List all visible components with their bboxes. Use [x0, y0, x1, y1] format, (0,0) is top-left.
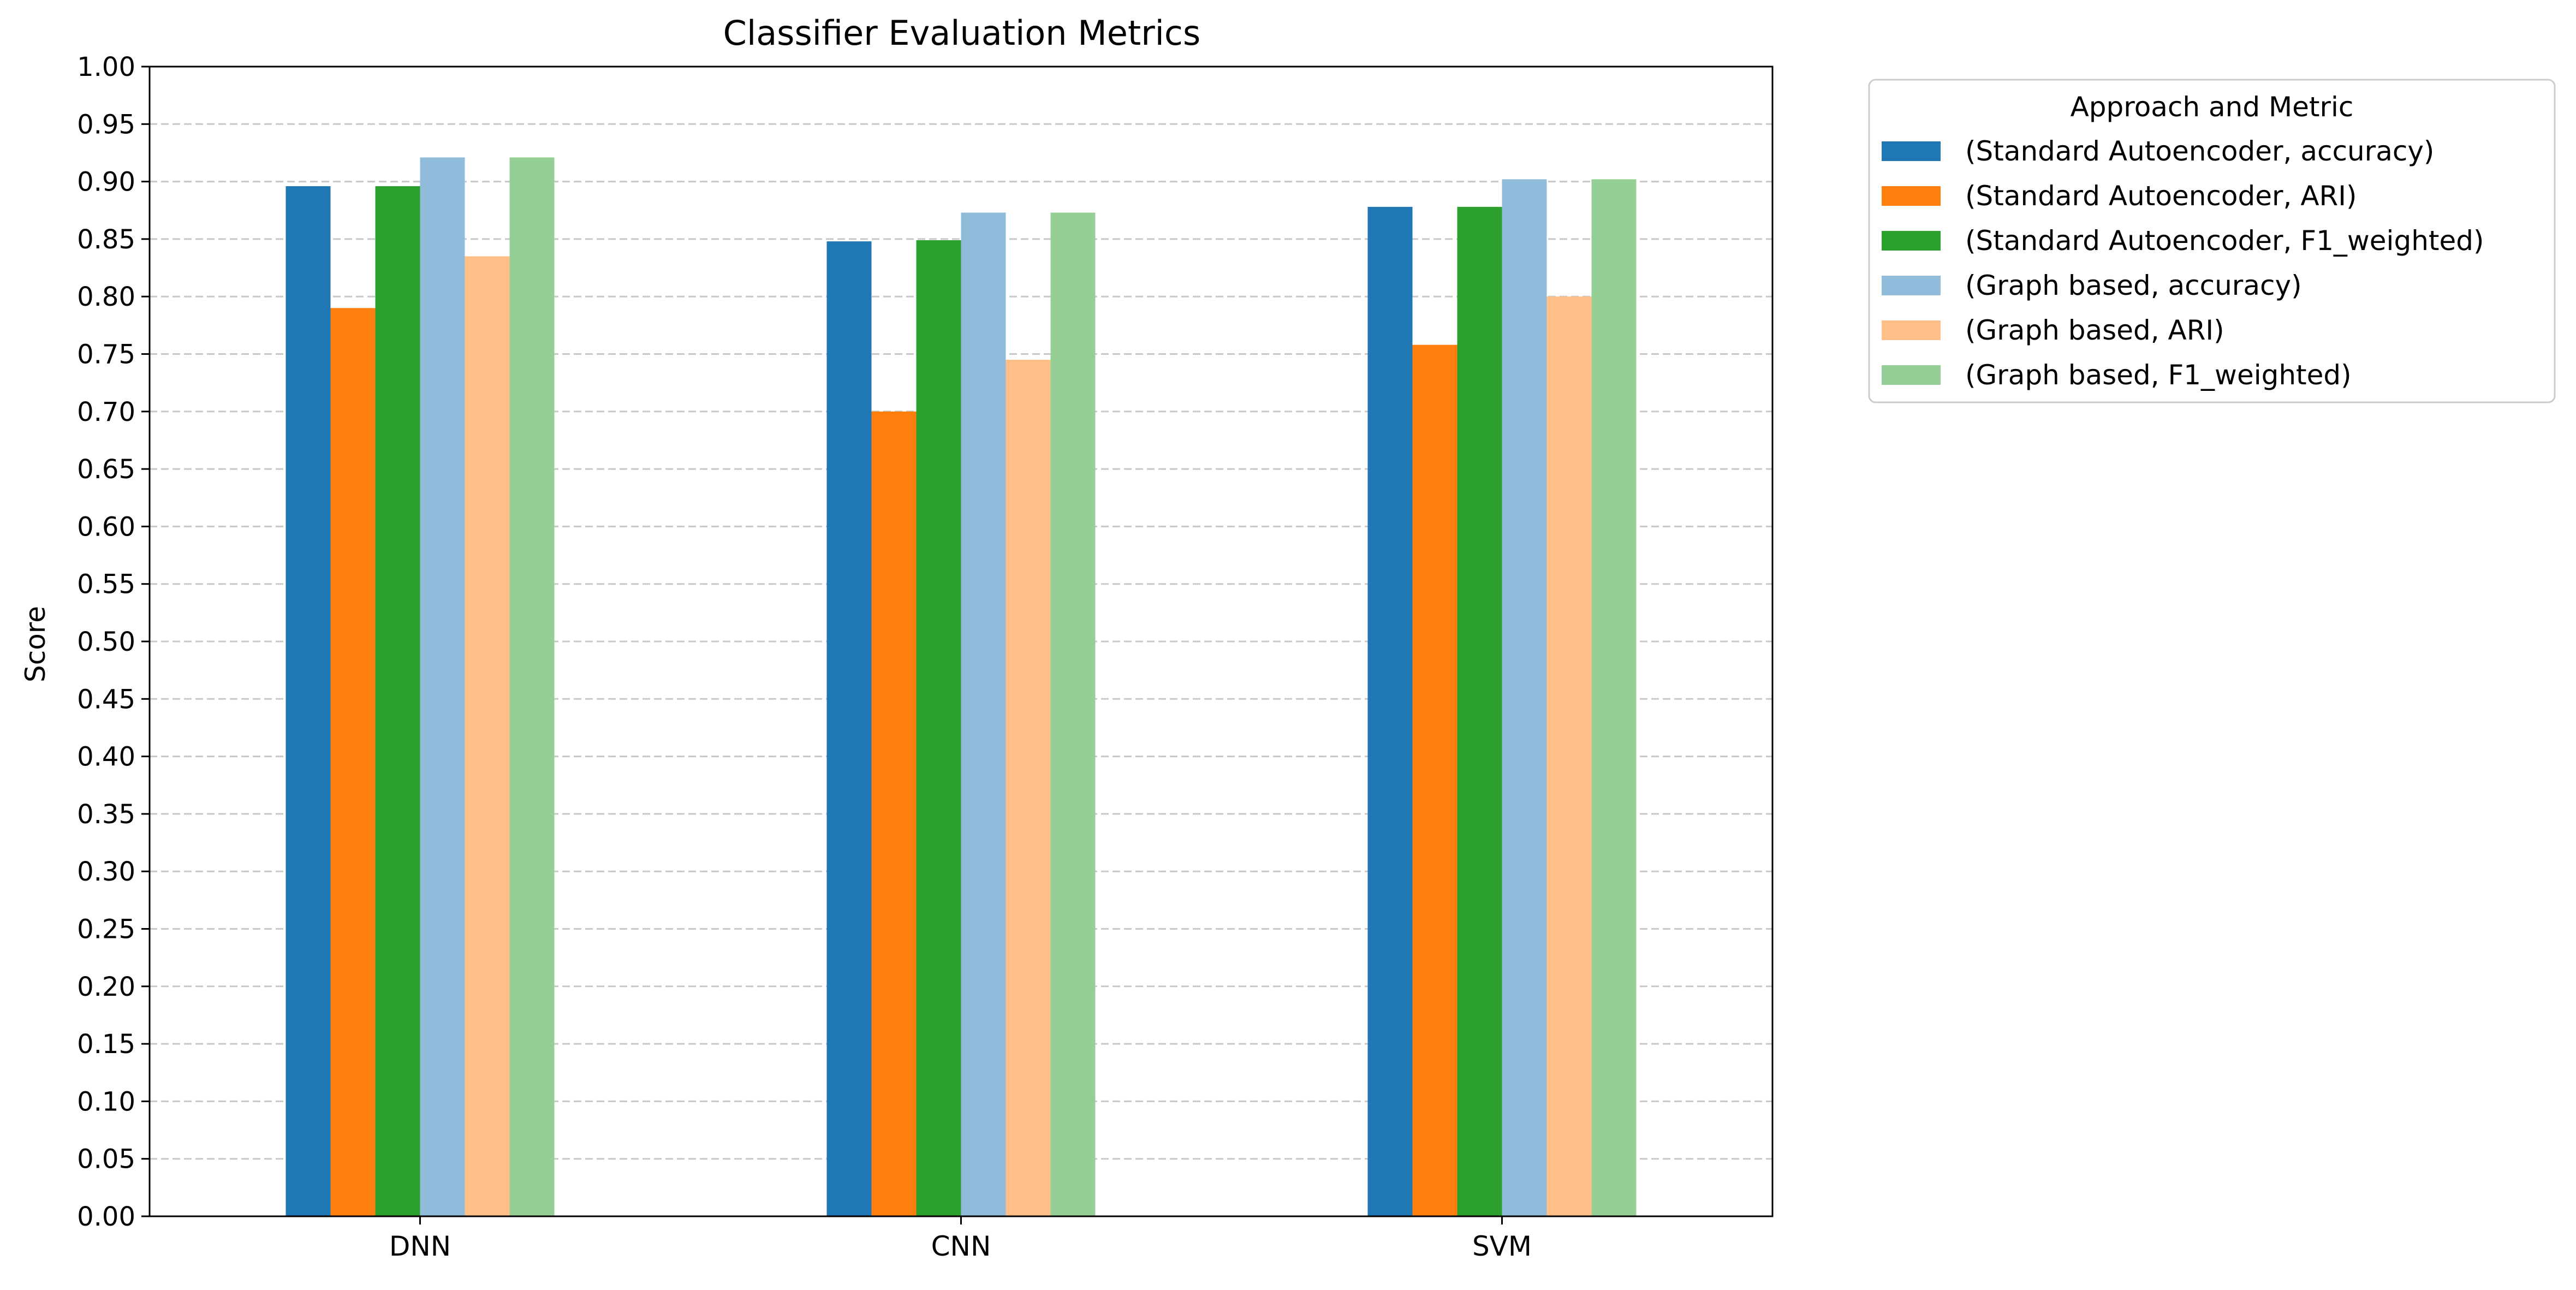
y-axis-label: Score	[20, 606, 51, 682]
y-tick-label: 0.55	[77, 569, 135, 600]
legend-swatch	[1882, 141, 1941, 161]
bar	[375, 186, 420, 1217]
legend-label: (Standard Autoencoder, ARI)	[1965, 180, 2357, 212]
y-tick-label: 0.70	[77, 397, 135, 427]
bar	[1412, 344, 1457, 1216]
legend-label: (Standard Autoencoder, accuracy)	[1965, 135, 2434, 167]
y-tick-label: 0.30	[77, 857, 135, 887]
bar	[465, 256, 510, 1216]
y-tick-label: 0.15	[77, 1029, 135, 1060]
legend-swatch	[1882, 276, 1941, 295]
legend-label: (Graph based, accuracy)	[1965, 270, 2302, 301]
y-tick-label: 0.85	[77, 224, 135, 255]
y-tick-label: 0.45	[77, 684, 135, 715]
y-tick-label: 0.40	[77, 742, 135, 772]
legend-label: (Graph based, F1_weighted)	[1965, 359, 2352, 391]
bar	[1006, 360, 1051, 1216]
legend-swatch	[1882, 365, 1941, 385]
x-ticks: DNN CNN SVM	[389, 1216, 1532, 1262]
bar	[1457, 206, 1502, 1216]
bar	[961, 212, 1006, 1216]
bar	[420, 157, 465, 1216]
legend-frame	[1868, 79, 2556, 403]
bar	[871, 411, 917, 1216]
x-tick-label: DNN	[389, 1230, 451, 1262]
y-tick-label: 0.10	[77, 1086, 135, 1117]
bar	[509, 157, 555, 1216]
y-tick-label: 0.50	[77, 627, 135, 657]
bar	[1050, 212, 1096, 1216]
y-tick-label: 0.75	[77, 340, 135, 370]
y-tick-label: 0.20	[77, 972, 135, 1002]
bar	[1367, 206, 1413, 1216]
legend-title: Approach and Metric	[2071, 91, 2354, 123]
x-tick-label: CNN	[931, 1230, 991, 1262]
bar	[285, 186, 331, 1217]
y-ticks: 0.00 0.05 0.10 0.15 0.20 0.25 0.30 0.35 0.40 0.45…	[77, 52, 150, 1232]
y-tick-label: 0.35	[77, 799, 135, 830]
bar	[330, 308, 376, 1216]
y-tick-label: 0.80	[77, 282, 135, 312]
chart-title: Classifier Evaluation Metrics	[723, 13, 1201, 53]
y-tick-label: 1.00	[77, 52, 135, 82]
y-tick-label: 0.95	[77, 109, 135, 140]
y-tick-label: 0.05	[77, 1144, 135, 1175]
x-tick-label: SVM	[1472, 1230, 1532, 1262]
bar	[1591, 179, 1637, 1217]
bar	[1502, 179, 1547, 1217]
y-tick-label: 0.65	[77, 454, 135, 485]
bar	[826, 241, 872, 1216]
y-tick-label: 0.90	[77, 167, 135, 198]
y-tick-label: 0.60	[77, 512, 135, 542]
legend-label: (Graph based, ARI)	[1965, 314, 2224, 346]
bar	[916, 240, 961, 1217]
bar	[1546, 296, 1592, 1217]
legend-label: (Standard Autoencoder, F1_weighted)	[1965, 225, 2484, 257]
legend: Approach and Metric (Standard Autoencode…	[1868, 79, 2556, 403]
y-tick-label: 0.00	[77, 1202, 135, 1232]
bars	[285, 157, 1637, 1217]
legend-swatch	[1882, 186, 1941, 206]
legend-swatch	[1882, 320, 1941, 340]
y-tick-label: 0.25	[77, 914, 135, 945]
legend-swatch	[1882, 231, 1941, 251]
